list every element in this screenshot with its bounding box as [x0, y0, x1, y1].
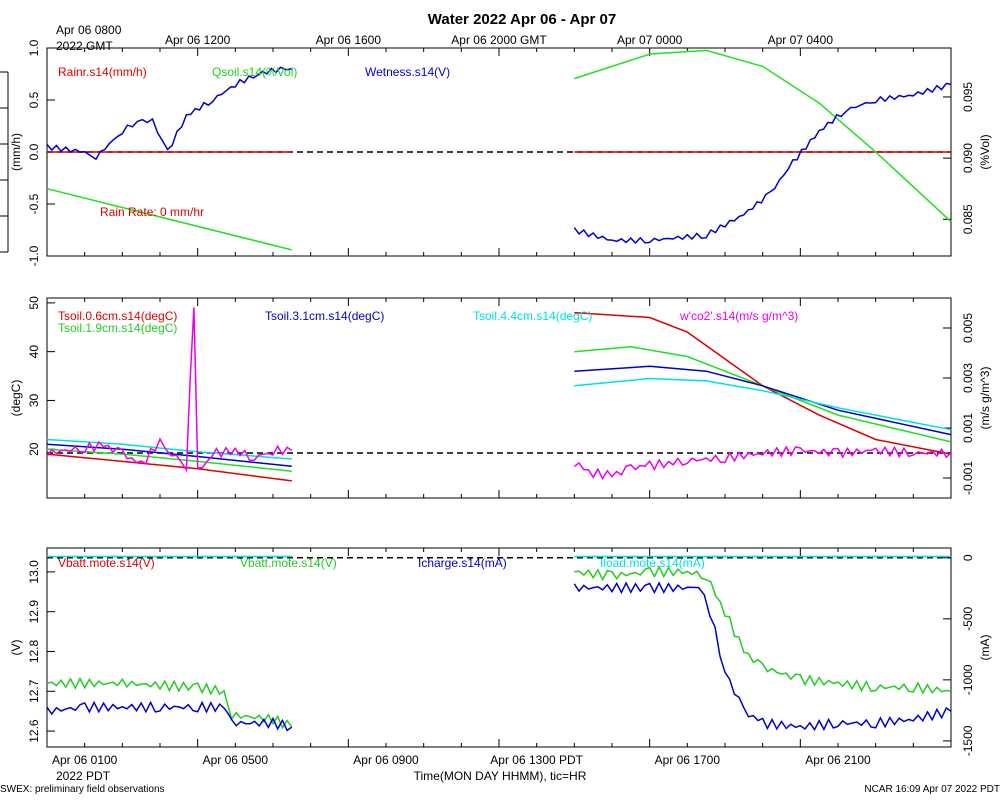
- legend-entry: Tsoil.3.1cm.s14(degC): [265, 309, 384, 323]
- left-axis-label: (V): [9, 640, 23, 656]
- legend-entry: Vbatt.mote.s14(V): [240, 556, 337, 570]
- top-first-tick-year: 2022 GMT: [56, 39, 113, 53]
- top-tick-label: Apr 06 1200: [165, 33, 231, 47]
- left-tick-label: 12.8: [27, 639, 41, 663]
- left-tick-label: 20: [27, 442, 41, 456]
- legend-entry: Tsoil.0.6cm.s14(degC): [58, 309, 177, 323]
- legend-entry: Iload.mote.s14(mA): [600, 556, 705, 570]
- panel-frame: [46, 547, 952, 748]
- left-tick-label: 0.5: [27, 91, 41, 108]
- left-edge-marks: [0, 71, 9, 253]
- left-tick-label: 12.7: [27, 679, 41, 703]
- legend-entry: Qsoil.s14(%Vol): [212, 65, 297, 79]
- series-line-vbatt-mote-s14--2-: [46, 700, 293, 732]
- series-line-qsoil-s14: [46, 187, 292, 251]
- bottom-time-ticks: Apr 06 0100 Apr 06 0500 Apr 06 0900 Apr 06 …: [52, 753, 871, 767]
- right-tick-label: 0.095: [961, 82, 975, 112]
- right-tick-label: 0.001: [961, 413, 975, 443]
- legend-entry: w'co2'.s14(m/s g/m^3): [679, 309, 798, 323]
- right-tick-label: 0: [961, 554, 975, 561]
- right-tick-label: 0.005: [961, 313, 975, 343]
- top-tick-label: Apr 06 1600: [316, 33, 382, 47]
- right-tick-label: 0.003: [961, 363, 975, 393]
- left-tick-label: 30: [27, 393, 41, 407]
- left-axis-label: (degC): [9, 380, 23, 417]
- right-tick-label: -500: [961, 606, 975, 630]
- left-tick-label: 50: [27, 296, 41, 310]
- left-tick-label: -0.5: [27, 193, 41, 214]
- series-line-tsoil-3-1cm-s14: [574, 365, 952, 436]
- bottom-first-year: 2022 PDT: [56, 769, 111, 783]
- x-axis-label: Time(MON DAY HHMM), tic=HR: [414, 769, 587, 783]
- chart-title: Water 2022 Apr 06 - Apr 07: [428, 11, 616, 28]
- bottom-tick-label: Apr 06 2100: [805, 753, 871, 767]
- right-axis-label: (mA): [978, 635, 992, 661]
- left-axis-label: (mm/h): [9, 133, 23, 171]
- top-first-tick-date: Apr 06 0800: [56, 23, 122, 37]
- left-tick-label: 0.0: [27, 143, 41, 160]
- legend-entry: Tsoil.4.4cm.s14(degC): [473, 309, 592, 323]
- top-tick-label: Apr 07 0000: [617, 33, 683, 47]
- panel-frame: [46, 297, 952, 499]
- right-tick-label: -0.001: [961, 461, 975, 495]
- legend-entry: Tsoil.1.9cm.s14(degC): [58, 321, 177, 335]
- bottom-tick-label: Apr 06 0100: [52, 753, 118, 767]
- right-tick-label: -1500: [961, 725, 975, 756]
- bottom-tick-label: Apr 06 1300 PDT: [490, 753, 583, 767]
- rain-rate-annotation: Rain Rate: 0 mm/hr: [100, 205, 204, 219]
- series-line-tsoil-4-4cm-s14: [46, 438, 292, 460]
- bottom-tick-label: Apr 06 0500: [203, 753, 269, 767]
- panel-water: 1.0 0.5 0.0 -0.5 -1.0 (mm/h) 0.095 0.090 0.085 (%…: [9, 39, 992, 266]
- series-line-w-co2--s14: [573, 445, 952, 481]
- top-tick-label: Apr 06 2000 GMT: [451, 33, 547, 47]
- left-tick-label: 12.9: [27, 600, 41, 624]
- right-tick-label: 0.090: [961, 143, 975, 173]
- legend-entry: Vbatt.mote.s14(V): [58, 556, 155, 570]
- series-line-wetness-s14: [46, 66, 292, 161]
- legend-entry: Wetness.s14(V): [365, 65, 450, 79]
- series-line-tsoil-0-6cm-s14: [46, 453, 292, 482]
- left-tick-label: -1.0: [27, 245, 41, 266]
- left-tick-label: 1.0: [27, 39, 41, 56]
- right-tick-label: 0.085: [961, 204, 975, 234]
- left-tick-label: 40: [27, 345, 41, 359]
- right-axis-label: (%Vol): [978, 134, 992, 169]
- series-line-vbatt-mote-s14: [574, 565, 952, 695]
- series-line-vbatt-mote-s14: [46, 676, 293, 730]
- series-line-tsoil-1-9cm-s14: [574, 346, 952, 443]
- top-time-ticks: Apr 06 1200 Apr 06 1600 Apr 06 2000 GMT Apr…: [165, 33, 833, 47]
- series-line-tsoil-3-1cm-s14: [46, 443, 292, 468]
- series-line-qsoil-s14: [574, 49, 952, 223]
- panel-soil-temperature: 50 40 30 20 (degC) 0.005 0.003 0.001 -0.001 (m/s …: [9, 296, 992, 499]
- bottom-tick-label: Apr 06 1700: [655, 753, 721, 767]
- left-tick-label: 13.0: [27, 560, 41, 584]
- footer-left: SWEX: preliminary field observations: [0, 784, 165, 795]
- series-line-w-co2--s14: [46, 307, 293, 473]
- series-line-wetness-s14: [573, 82, 952, 244]
- top-tick-label: Apr 07 0400: [768, 33, 834, 47]
- panel-power: 13.0 12.9 12.8 12.7 12.6 (V) 0 -500 -1000 -1500 (m…: [9, 547, 992, 756]
- footer-right: NCAR 16:09 Apr 07 2022 PDT: [864, 784, 1000, 795]
- bottom-tick-label: Apr 06 0900: [353, 753, 419, 767]
- series-line-tsoil-0-6cm-s14: [574, 311, 952, 455]
- series-line-tsoil-4-4cm-s14: [574, 377, 952, 431]
- series-line-vbatt-mote-s14--2-: [573, 581, 952, 732]
- legend-entry: Rainr.s14(mm/h): [58, 65, 147, 79]
- right-tick-label: -1000: [961, 664, 975, 695]
- left-tick-label: 12.6: [27, 719, 41, 743]
- legend-entry: Icharge.s14(mA): [418, 556, 507, 570]
- right-axis-label: (m/s g/m^3): [978, 367, 992, 430]
